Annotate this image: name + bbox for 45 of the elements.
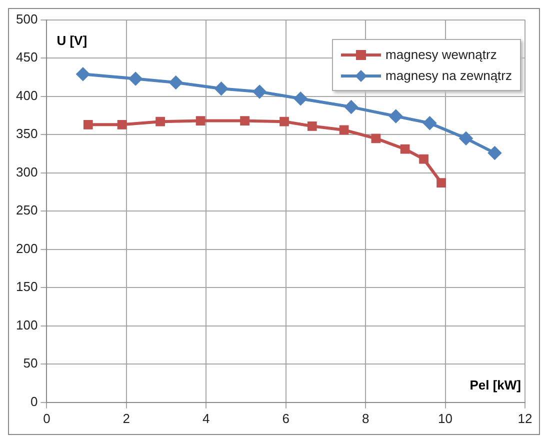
point: [129, 72, 142, 86]
y-tick-label: 200: [16, 240, 38, 256]
point: [214, 82, 228, 96]
y-tick-label: 100: [16, 317, 38, 332]
y-tick-label: 300: [16, 164, 38, 180]
x-tick-label: 8: [362, 410, 370, 426]
point: [76, 68, 90, 81]
y-tick-label: 350: [16, 126, 38, 142]
point: [389, 110, 402, 123]
point: [117, 120, 127, 130]
x-tick-label: 10: [438, 410, 453, 426]
point: [83, 120, 93, 130]
x-tick-label: 0: [43, 410, 50, 426]
point: [488, 146, 502, 160]
y-tick-label: 0: [30, 394, 38, 409]
point: [280, 116, 289, 126]
x-tick-label: 4: [202, 410, 210, 426]
point: [423, 116, 436, 130]
y-tick-label: 500: [16, 11, 38, 26]
legend-label: magnesy na zewnątrz: [386, 68, 512, 83]
point: [436, 178, 446, 188]
x-tick-label: 2: [122, 410, 130, 426]
y-tick-label: 250: [16, 202, 38, 218]
point: [294, 92, 308, 106]
point: [371, 134, 381, 144]
point: [460, 132, 473, 145]
x-axis-title: Pel [kW]: [470, 377, 521, 392]
y-tick-label: 400: [16, 88, 38, 103]
point: [339, 125, 349, 135]
y-tick-label: 450: [16, 50, 38, 65]
point: [400, 144, 410, 154]
y-tick-label: 50: [23, 356, 38, 371]
point: [196, 116, 206, 126]
point: [344, 100, 358, 114]
y-tick-label: 150: [16, 279, 38, 294]
y-axis-title: U [V]: [56, 32, 88, 48]
point: [253, 85, 266, 98]
x-tick-label: 6: [282, 410, 290, 426]
legend-label: magnesy wewnątrz: [386, 47, 497, 62]
point: [240, 116, 250, 126]
point: [307, 121, 317, 131]
point: [156, 116, 165, 126]
x-tick-label: 12: [518, 410, 532, 426]
point: [419, 154, 428, 164]
point: [169, 76, 182, 90]
